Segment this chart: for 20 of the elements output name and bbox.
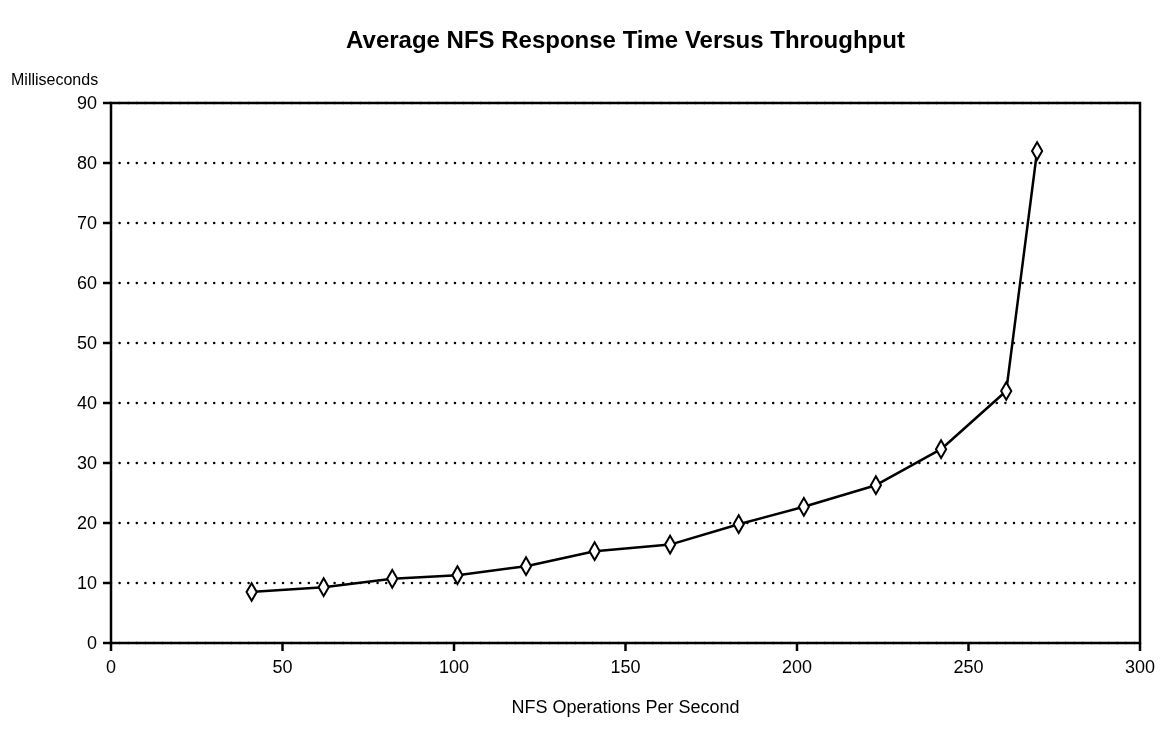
x-tick-label: 300 bbox=[1124, 657, 1156, 677]
y-tick-label: 20 bbox=[76, 513, 97, 534]
y-tick-label: 60 bbox=[76, 273, 97, 294]
y-tick-label: 10 bbox=[76, 573, 97, 594]
x-tick-label: 0 bbox=[105, 657, 117, 677]
y-tick-label: 0 bbox=[86, 633, 97, 654]
y-tick-label: 70 bbox=[76, 213, 97, 234]
x-axis-title: NFS Operations Per Second bbox=[511, 697, 740, 717]
y-tick-label: 80 bbox=[76, 153, 97, 174]
y-axis-title: Milliseconds bbox=[11, 71, 99, 88]
x-tick-label: 50 bbox=[272, 657, 293, 677]
chart-title: Average NFS Response Time Versus Throughput bbox=[346, 26, 905, 53]
y-tick-label: 90 bbox=[76, 93, 97, 114]
x-tick-label: 100 bbox=[438, 657, 470, 677]
x-tick-label: 250 bbox=[953, 657, 984, 677]
y-tick-label: 40 bbox=[76, 393, 97, 414]
x-tick-label: 150 bbox=[610, 657, 641, 677]
y-tick-label: 30 bbox=[76, 453, 97, 474]
x-tick-label: 200 bbox=[781, 657, 813, 677]
y-tick-label: 50 bbox=[76, 333, 97, 354]
